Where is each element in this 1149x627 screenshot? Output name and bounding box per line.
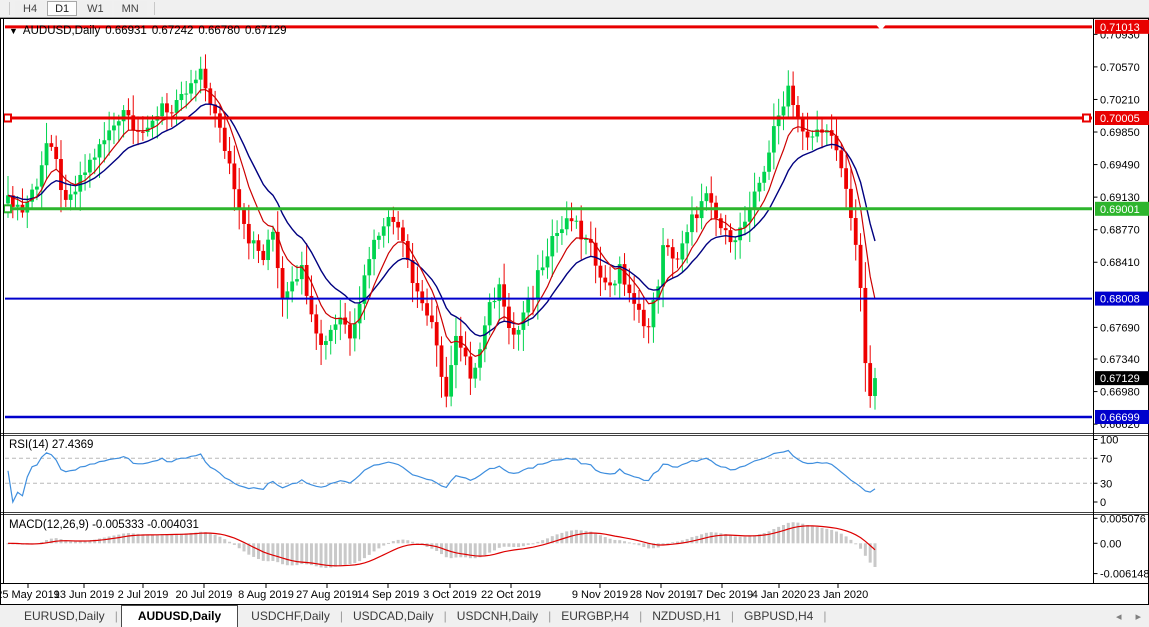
chart-area: 0.70930 0.70570 0.70210 0.69850 0.69490 0.691… — [0, 18, 1149, 605]
timeframe-button-mn[interactable]: MN — [113, 1, 147, 16]
timeframe-toolbar: H4 D1 W1 MN — [0, 0, 1149, 18]
svg-text:0.69850: 0.69850 — [1100, 127, 1140, 139]
timeframe-button-w1[interactable]: W1 — [79, 1, 112, 16]
tab-usdcnh-daily[interactable]: USDCNH,Daily — [456, 609, 539, 623]
chart-title: ▼ AUDUSD,Daily 0.66931 0.67242 0.66780 0.6712… — [9, 25, 292, 37]
svg-text:0.69490: 0.69490 — [1100, 160, 1140, 172]
tab-scroll-right-icon[interactable]: ▸ — [1135, 611, 1141, 623]
svg-text:0.68770: 0.68770 — [1100, 225, 1140, 237]
tab-separator: | — [114, 609, 118, 623]
svg-text:20 Jul 2019: 20 Jul 2019 — [176, 589, 233, 601]
tab-separator: | — [639, 609, 643, 623]
collapse-triangle-icon[interactable]: ▼ — [9, 26, 18, 36]
svg-text:13 Jun 2019: 13 Jun 2019 — [54, 589, 115, 601]
level-left-handle[interactable] — [3, 113, 12, 123]
svg-text:25 May 2019: 25 May 2019 — [0, 589, 60, 601]
svg-text:28 Nov 2019: 28 Nov 2019 — [630, 589, 692, 601]
price-level-badge: 0.70005 — [1095, 110, 1149, 125]
price-axis-ticks: 0.70930 0.70570 0.70210 0.69850 0.69490 0.691… — [1093, 29, 1140, 431]
toolbar-separator — [9, 2, 10, 15]
tab-scroll-arrows: ◂ ▸ — [1102, 610, 1141, 623]
level-right-handle[interactable] — [1082, 113, 1091, 123]
tab-separator: | — [339, 609, 343, 623]
tab-separator: | — [730, 609, 734, 623]
svg-text:8 Aug 2019: 8 Aug 2019 — [238, 589, 294, 601]
tab-scroll-left-icon[interactable]: ◂ — [1115, 611, 1122, 623]
tab-separator: | — [823, 609, 827, 623]
timeframe-button-h4[interactable]: H4 — [15, 1, 46, 16]
svg-text:0.68410: 0.68410 — [1100, 257, 1140, 269]
svg-text:0.70570: 0.70570 — [1100, 62, 1140, 74]
svg-text:3 Oct 2019: 3 Oct 2019 — [423, 589, 477, 601]
ohlc-close: 0.67129 — [244, 25, 287, 37]
svg-text:22 Oct 2019: 22 Oct 2019 — [481, 589, 541, 601]
current-price-badge: 0.67129 — [1095, 371, 1149, 386]
svg-text:0.70005: 0.70005 — [1100, 113, 1140, 125]
svg-text:0.71013: 0.71013 — [1100, 22, 1140, 34]
macd-indicator-label: MACD(12,26,9) -0.005333 -0.004031 — [9, 519, 199, 531]
rsi-axis-label: 70 — [1100, 453, 1112, 465]
svg-text:4 Jan 2020: 4 Jan 2020 — [752, 589, 806, 601]
level-triangle-handle[interactable] — [875, 23, 887, 31]
rsi-line — [7, 449, 876, 504]
svg-text:0.70930: 0.70930 — [1100, 29, 1140, 41]
svg-text:17 Dec 2019: 17 Dec 2019 — [691, 589, 753, 601]
tab-eurgbp-h4[interactable]: EURGBP,H4 — [561, 609, 630, 623]
ma-slow-line[interactable] — [7, 103, 876, 337]
tab-nzdusd-h1[interactable]: NZDUSD,H1 — [652, 609, 721, 623]
svg-text:0.69001: 0.69001 — [1100, 204, 1140, 216]
rsi-indicator-label: RSI(14) 27.4369 — [9, 439, 94, 451]
svg-text:23 Jan 2020: 23 Jan 2020 — [808, 589, 869, 601]
svg-text:0.69130: 0.69130 — [1100, 192, 1140, 204]
svg-text:14 Sep 2019: 14 Sep 2019 — [357, 589, 419, 601]
svg-text:0.70210: 0.70210 — [1100, 94, 1140, 106]
tab-separator: | — [548, 609, 552, 623]
price-level-badge: 0.71013 — [1095, 19, 1149, 34]
chart-canvas[interactable]: 0.70930 0.70570 0.70210 0.69850 0.69490 0.691… — [0, 18, 1149, 605]
svg-text:0.68008: 0.68008 — [1100, 294, 1140, 306]
ma-fast-line[interactable] — [7, 88, 876, 357]
price-level-badge: 0.69001 — [1095, 201, 1149, 216]
svg-text:0.67129: 0.67129 — [1100, 373, 1140, 385]
macd-axis-label: 0.00 — [1100, 538, 1121, 550]
tab-gbpusd-h4[interactable]: GBPUSD,H4 — [744, 609, 814, 623]
svg-text:2 Jul 2019: 2 Jul 2019 — [118, 589, 169, 601]
toolbar-separator — [153, 2, 155, 15]
macd-signal-line — [7, 525, 876, 567]
rsi-axis-label: 0 — [1100, 497, 1106, 509]
ohlc-open: 0.66931 — [105, 25, 147, 37]
svg-text:0.66980: 0.66980 — [1100, 387, 1140, 399]
candles-group — [6, 54, 877, 410]
timeframe-button-d1[interactable]: D1 — [47, 1, 78, 16]
price-level-badge: 0.66699 — [1095, 409, 1149, 424]
tab-audusd-daily[interactable]: AUDUSD,Daily — [120, 605, 239, 627]
tab-separator: | — [443, 609, 447, 623]
tab-usdchf-daily[interactable]: USDCHF,Daily — [251, 609, 330, 623]
svg-text:0.67690: 0.67690 — [1100, 322, 1140, 334]
svg-text:27 Aug 2019: 27 Aug 2019 — [296, 589, 358, 601]
svg-text:9 Nov 2019: 9 Nov 2019 — [572, 589, 628, 601]
tab-eurusd-daily[interactable]: EURUSD,Daily — [24, 609, 105, 623]
svg-text:0.66699: 0.66699 — [1100, 412, 1140, 424]
chart-symbol-label: AUDUSD,Daily — [22, 25, 101, 37]
ohlc-high: 0.67242 — [151, 25, 194, 37]
tab-usdcad-daily[interactable]: USDCAD,Daily — [352, 609, 434, 623]
macd-axis-label: 0.005076 — [1100, 513, 1146, 525]
rsi-axis-label: 30 — [1100, 478, 1112, 490]
rsi-axis-label: 100 — [1100, 435, 1118, 447]
macd-axis-label: -0.006148 — [1100, 569, 1149, 581]
symbol-tabbar: EURUSD,Daily | AUDUSD,Daily USDCHF,Daily | US… — [0, 605, 1149, 627]
price-level-badge: 0.68008 — [1095, 291, 1149, 306]
ohlc-low: 0.66780 — [198, 25, 240, 37]
level-left-handle[interactable] — [3, 204, 12, 214]
svg-text:0.67340: 0.67340 — [1100, 354, 1140, 366]
